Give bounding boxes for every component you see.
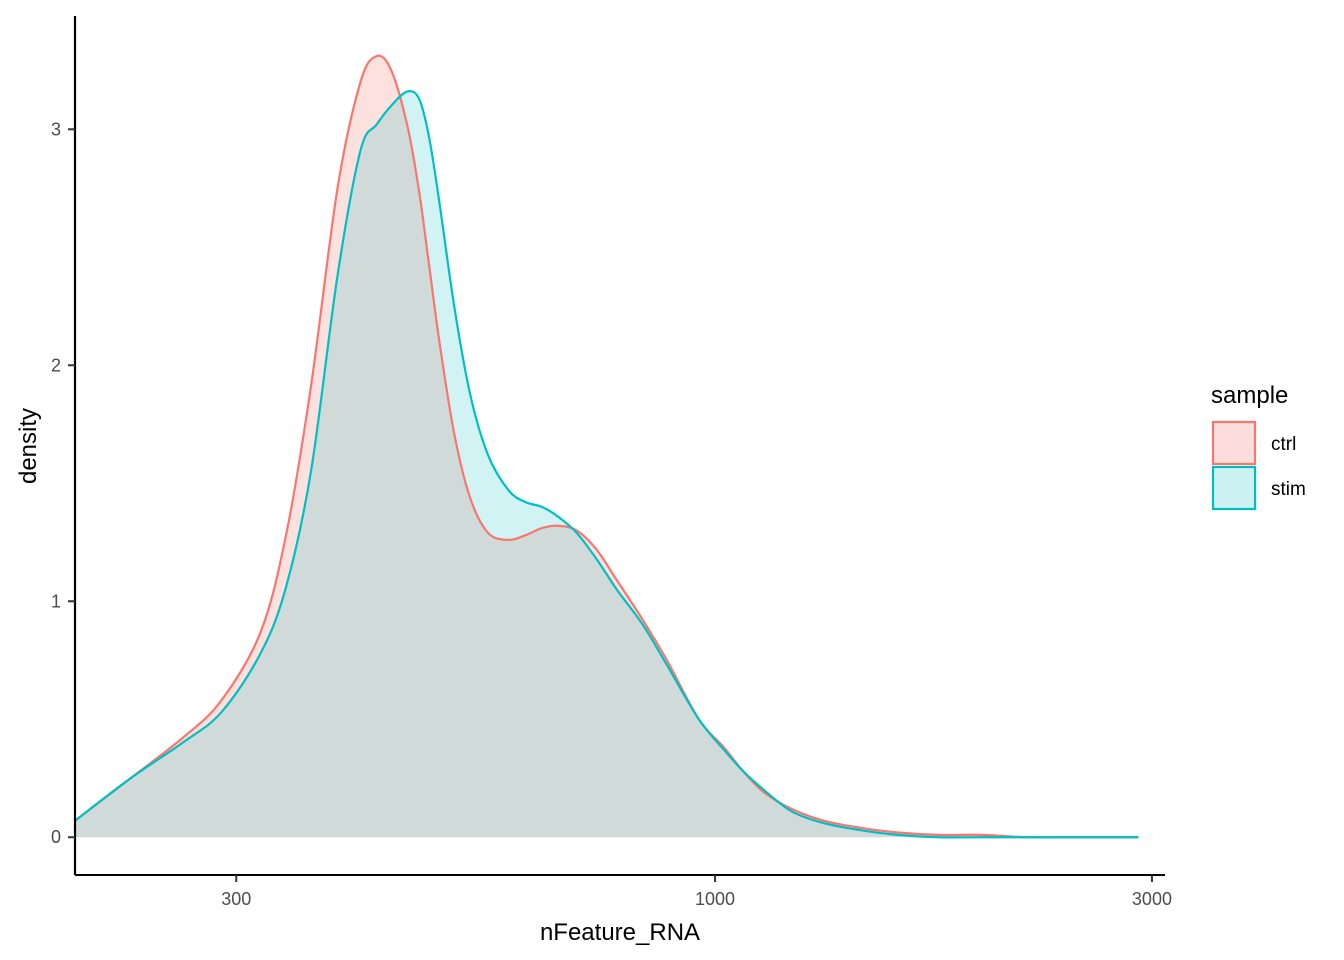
density-areas — [75, 55, 1139, 838]
legend-key-stim — [1211, 465, 1257, 511]
x-tick-label: 300 — [221, 889, 251, 909]
legend-key-bg — [1213, 422, 1255, 464]
x-tick-label: 1000 — [695, 889, 735, 909]
legend-item-ctrl: ctrl — [1211, 420, 1296, 466]
y-tick-label: 3 — [51, 119, 61, 139]
legend-items: ctrl stim — [1211, 420, 1306, 511]
legend-label-ctrl: ctrl — [1271, 434, 1296, 455]
y-tick-label: 0 — [51, 827, 61, 847]
density-line-ctrl — [74, 54, 1139, 839]
legend-item-stim: stim — [1211, 465, 1306, 511]
legend-key-ctrl — [1211, 420, 1257, 466]
x-tick-label: 3000 — [1132, 889, 1172, 909]
density-line-stim — [74, 89, 1139, 839]
y-tick-label: 1 — [51, 591, 61, 611]
legend: sample ctrl stim — [1211, 382, 1306, 511]
axes: 300 1000 3000 0 1 2 3 — [51, 16, 1172, 909]
legend-title: sample — [1211, 382, 1288, 409]
x-axis-title: nFeature_RNA — [540, 919, 700, 946]
legend-key-bg — [1213, 467, 1255, 509]
density-lines — [74, 54, 1139, 839]
density-area-stim — [75, 91, 1139, 838]
y-axis-title: density — [15, 408, 42, 484]
y-tick-label: 2 — [51, 355, 61, 375]
plot-area — [73, 16, 1139, 875]
legend-label-stim: stim — [1271, 479, 1306, 500]
